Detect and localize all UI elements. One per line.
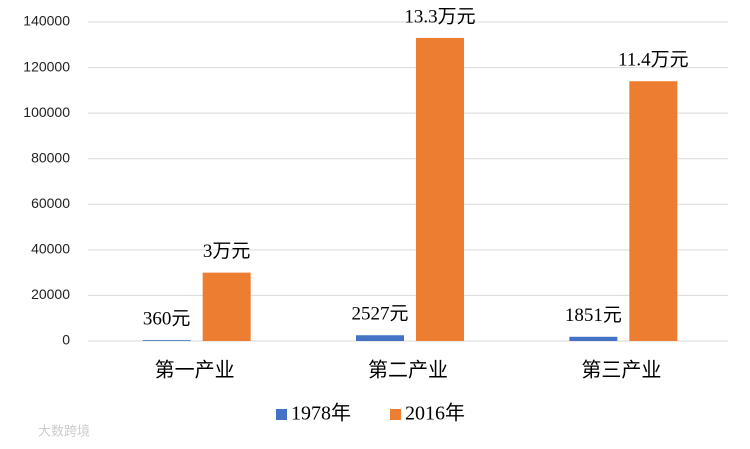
bar <box>142 340 191 341</box>
x-tick-label: 第三产业 <box>581 359 661 382</box>
bar <box>569 336 618 341</box>
value-label: 13.3万元 <box>404 6 475 27</box>
value-label: 360元 <box>143 309 191 330</box>
x-tick-label: 第二产业 <box>368 359 448 382</box>
bar <box>202 272 251 341</box>
y-tick-label: 140000 <box>23 13 70 29</box>
bar <box>416 37 464 341</box>
legend-swatch <box>276 409 287 420</box>
legend-label: 1978年 <box>291 402 351 425</box>
y-tick-label: 100000 <box>23 104 70 120</box>
value-label: 2527元 <box>351 304 408 325</box>
y-tick-label: 60000 <box>31 195 70 211</box>
watermark: 大数跨境 <box>38 425 90 440</box>
bar <box>629 81 678 341</box>
value-label: 1851元 <box>565 305 622 326</box>
y-tick-label: 120000 <box>23 58 70 74</box>
x-tick-label: 第一产业 <box>155 359 235 382</box>
y-tick-label: 80000 <box>31 149 70 165</box>
y-tick-label: 40000 <box>31 241 70 257</box>
y-tick-label: 0 <box>62 332 70 348</box>
value-label: 3万元 <box>203 241 251 262</box>
value-label: 11.4万元 <box>618 50 689 71</box>
y-tick-label: 20000 <box>31 286 70 302</box>
bar <box>356 335 404 341</box>
legend-label: 2016年 <box>405 402 465 425</box>
legend-swatch <box>390 409 401 420</box>
